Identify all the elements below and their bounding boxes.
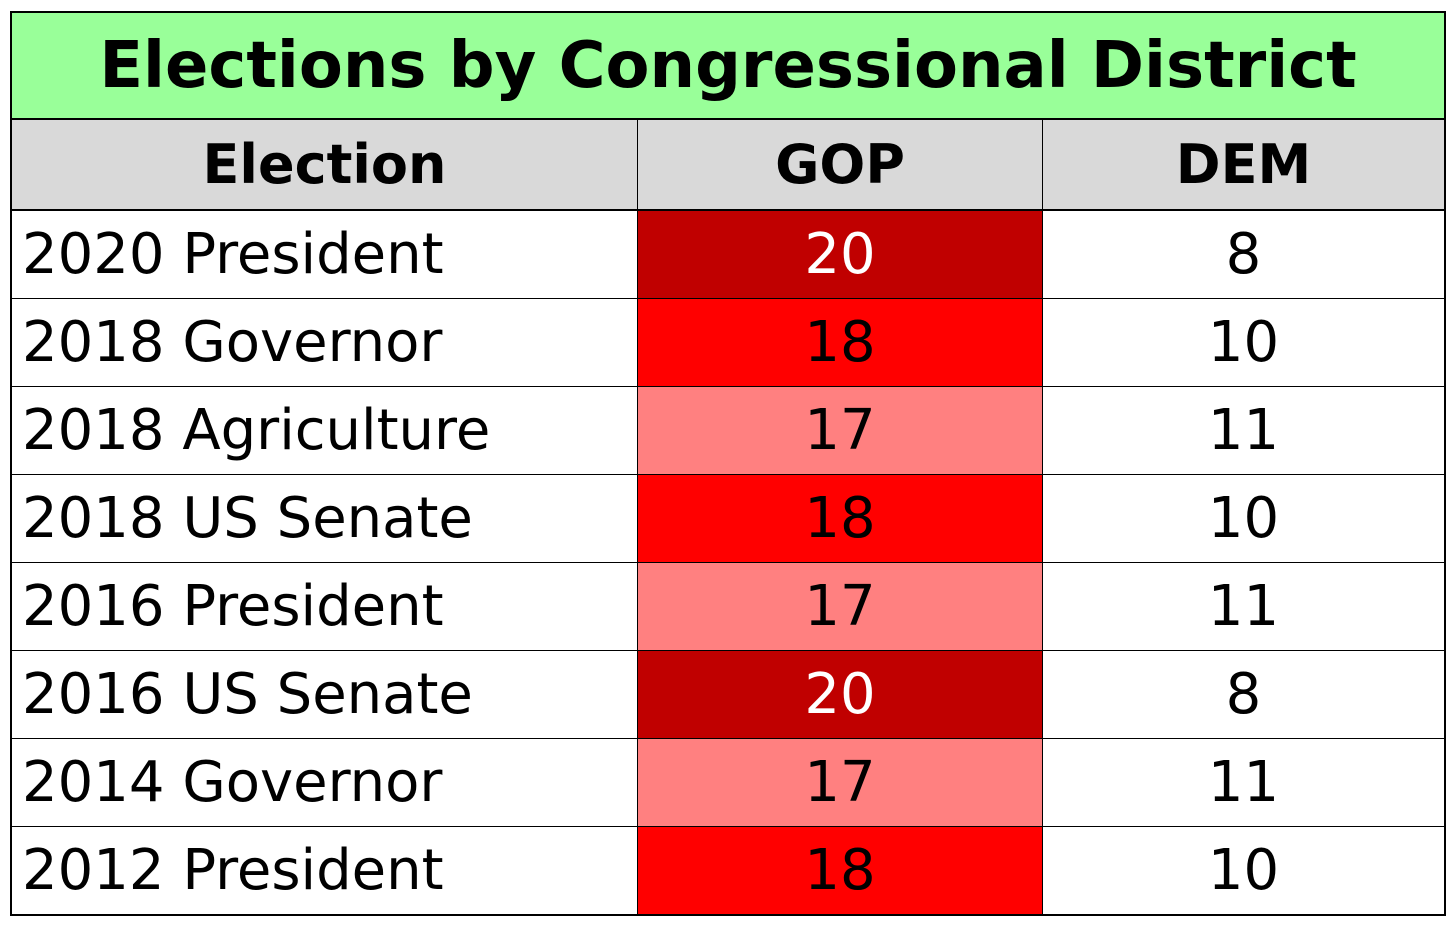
election-cell: 2016 President — [12, 563, 638, 650]
gop-cell: 17 — [638, 563, 1043, 650]
header-dem: DEM — [1175, 133, 1312, 196]
election-cell: 2018 US Senate — [12, 475, 638, 562]
election-cell: 2020 President — [12, 211, 638, 298]
gop-cell: 17 — [638, 387, 1043, 474]
gop-cell: 20 — [638, 211, 1043, 298]
table-body: 2020 President 20 8 2018 Governor 18 10 2018 A… — [12, 211, 1444, 914]
table-row: 2018 Governor 18 10 — [12, 299, 1444, 387]
table-row: 2014 Governor 17 11 — [12, 739, 1444, 827]
gop-cell: 18 — [638, 299, 1043, 386]
table-row: 2018 Agriculture 17 11 — [12, 387, 1444, 475]
dem-cell: 8 — [1225, 662, 1262, 727]
election-cell: 2018 Agriculture — [12, 387, 638, 474]
dem-cell: 10 — [1207, 838, 1280, 903]
gop-cell: 17 — [638, 739, 1043, 826]
dem-cell: 11 — [1207, 750, 1280, 815]
table-row: 2012 President 18 10 — [12, 827, 1444, 914]
dem-cell: 10 — [1207, 486, 1280, 551]
election-cell: 2012 President — [12, 827, 638, 914]
dem-cell: 11 — [1207, 398, 1280, 463]
dem-cell: 10 — [1207, 310, 1280, 375]
gop-cell: 20 — [638, 651, 1043, 738]
election-cell: 2016 US Senate — [12, 651, 638, 738]
gop-cell: 18 — [638, 475, 1043, 562]
dem-cell: 8 — [1225, 222, 1262, 287]
table-row: 2018 US Senate 18 10 — [12, 475, 1444, 563]
header-row: Election GOP DEM — [12, 120, 1444, 211]
election-cell: 2018 Governor — [12, 299, 638, 386]
header-election: Election — [12, 120, 638, 209]
header-gop: GOP — [638, 120, 1043, 209]
elections-table: Elections by Congressional District Elec… — [10, 11, 1446, 916]
gop-cell: 18 — [638, 827, 1043, 914]
dem-cell: 11 — [1207, 574, 1280, 639]
table-row: 2016 President 17 11 — [12, 563, 1444, 651]
table-title: Elections by Congressional District — [12, 13, 1444, 120]
table-row: 2020 President 20 8 — [12, 211, 1444, 299]
election-cell: 2014 Governor — [12, 739, 638, 826]
table-row: 2016 US Senate 20 8 — [12, 651, 1444, 739]
